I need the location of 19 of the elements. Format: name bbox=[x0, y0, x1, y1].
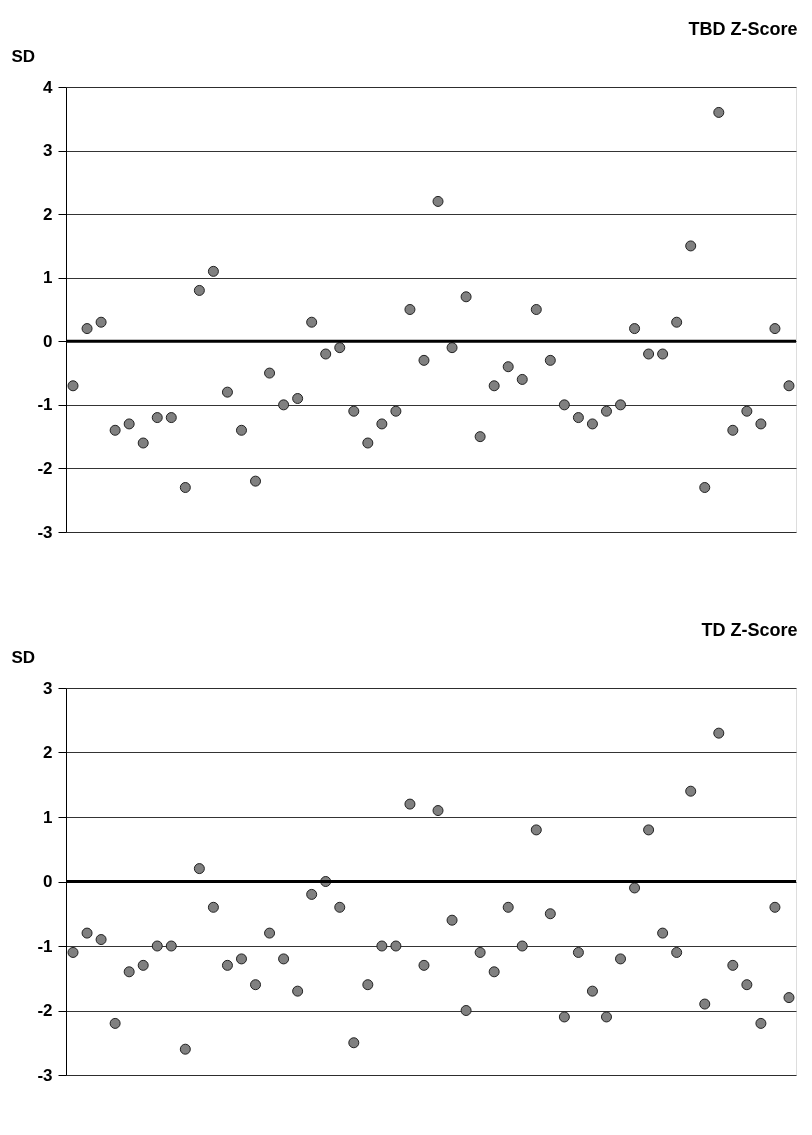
y-tick-label: -3 bbox=[37, 1065, 53, 1085]
y-tick-label: 2 bbox=[43, 743, 53, 762]
y-tick-label: 0 bbox=[43, 872, 53, 891]
y-tick-label: 1 bbox=[43, 807, 53, 827]
chart-title: TBD Z-Score bbox=[688, 19, 798, 39]
y-axis-title: SD bbox=[11, 46, 36, 66]
y-tick-label: -3 bbox=[37, 522, 53, 542]
y-tick-label: 3 bbox=[43, 141, 53, 161]
y-tick-label: 4 bbox=[43, 77, 54, 97]
y-tick-label: -2 bbox=[37, 458, 53, 478]
y-tick-label: -1 bbox=[37, 395, 53, 415]
y-tick-label: 3 bbox=[43, 678, 53, 698]
y-tick-label: -1 bbox=[37, 936, 53, 956]
y-tick-label: 1 bbox=[43, 268, 53, 288]
y-axis-title: SD bbox=[11, 647, 36, 667]
y-tick-label: -2 bbox=[37, 1001, 53, 1020]
y-tick-label: 2 bbox=[43, 204, 53, 224]
chart-title: TD Z-Score bbox=[701, 620, 798, 640]
y-tick-label: 0 bbox=[43, 331, 53, 351]
